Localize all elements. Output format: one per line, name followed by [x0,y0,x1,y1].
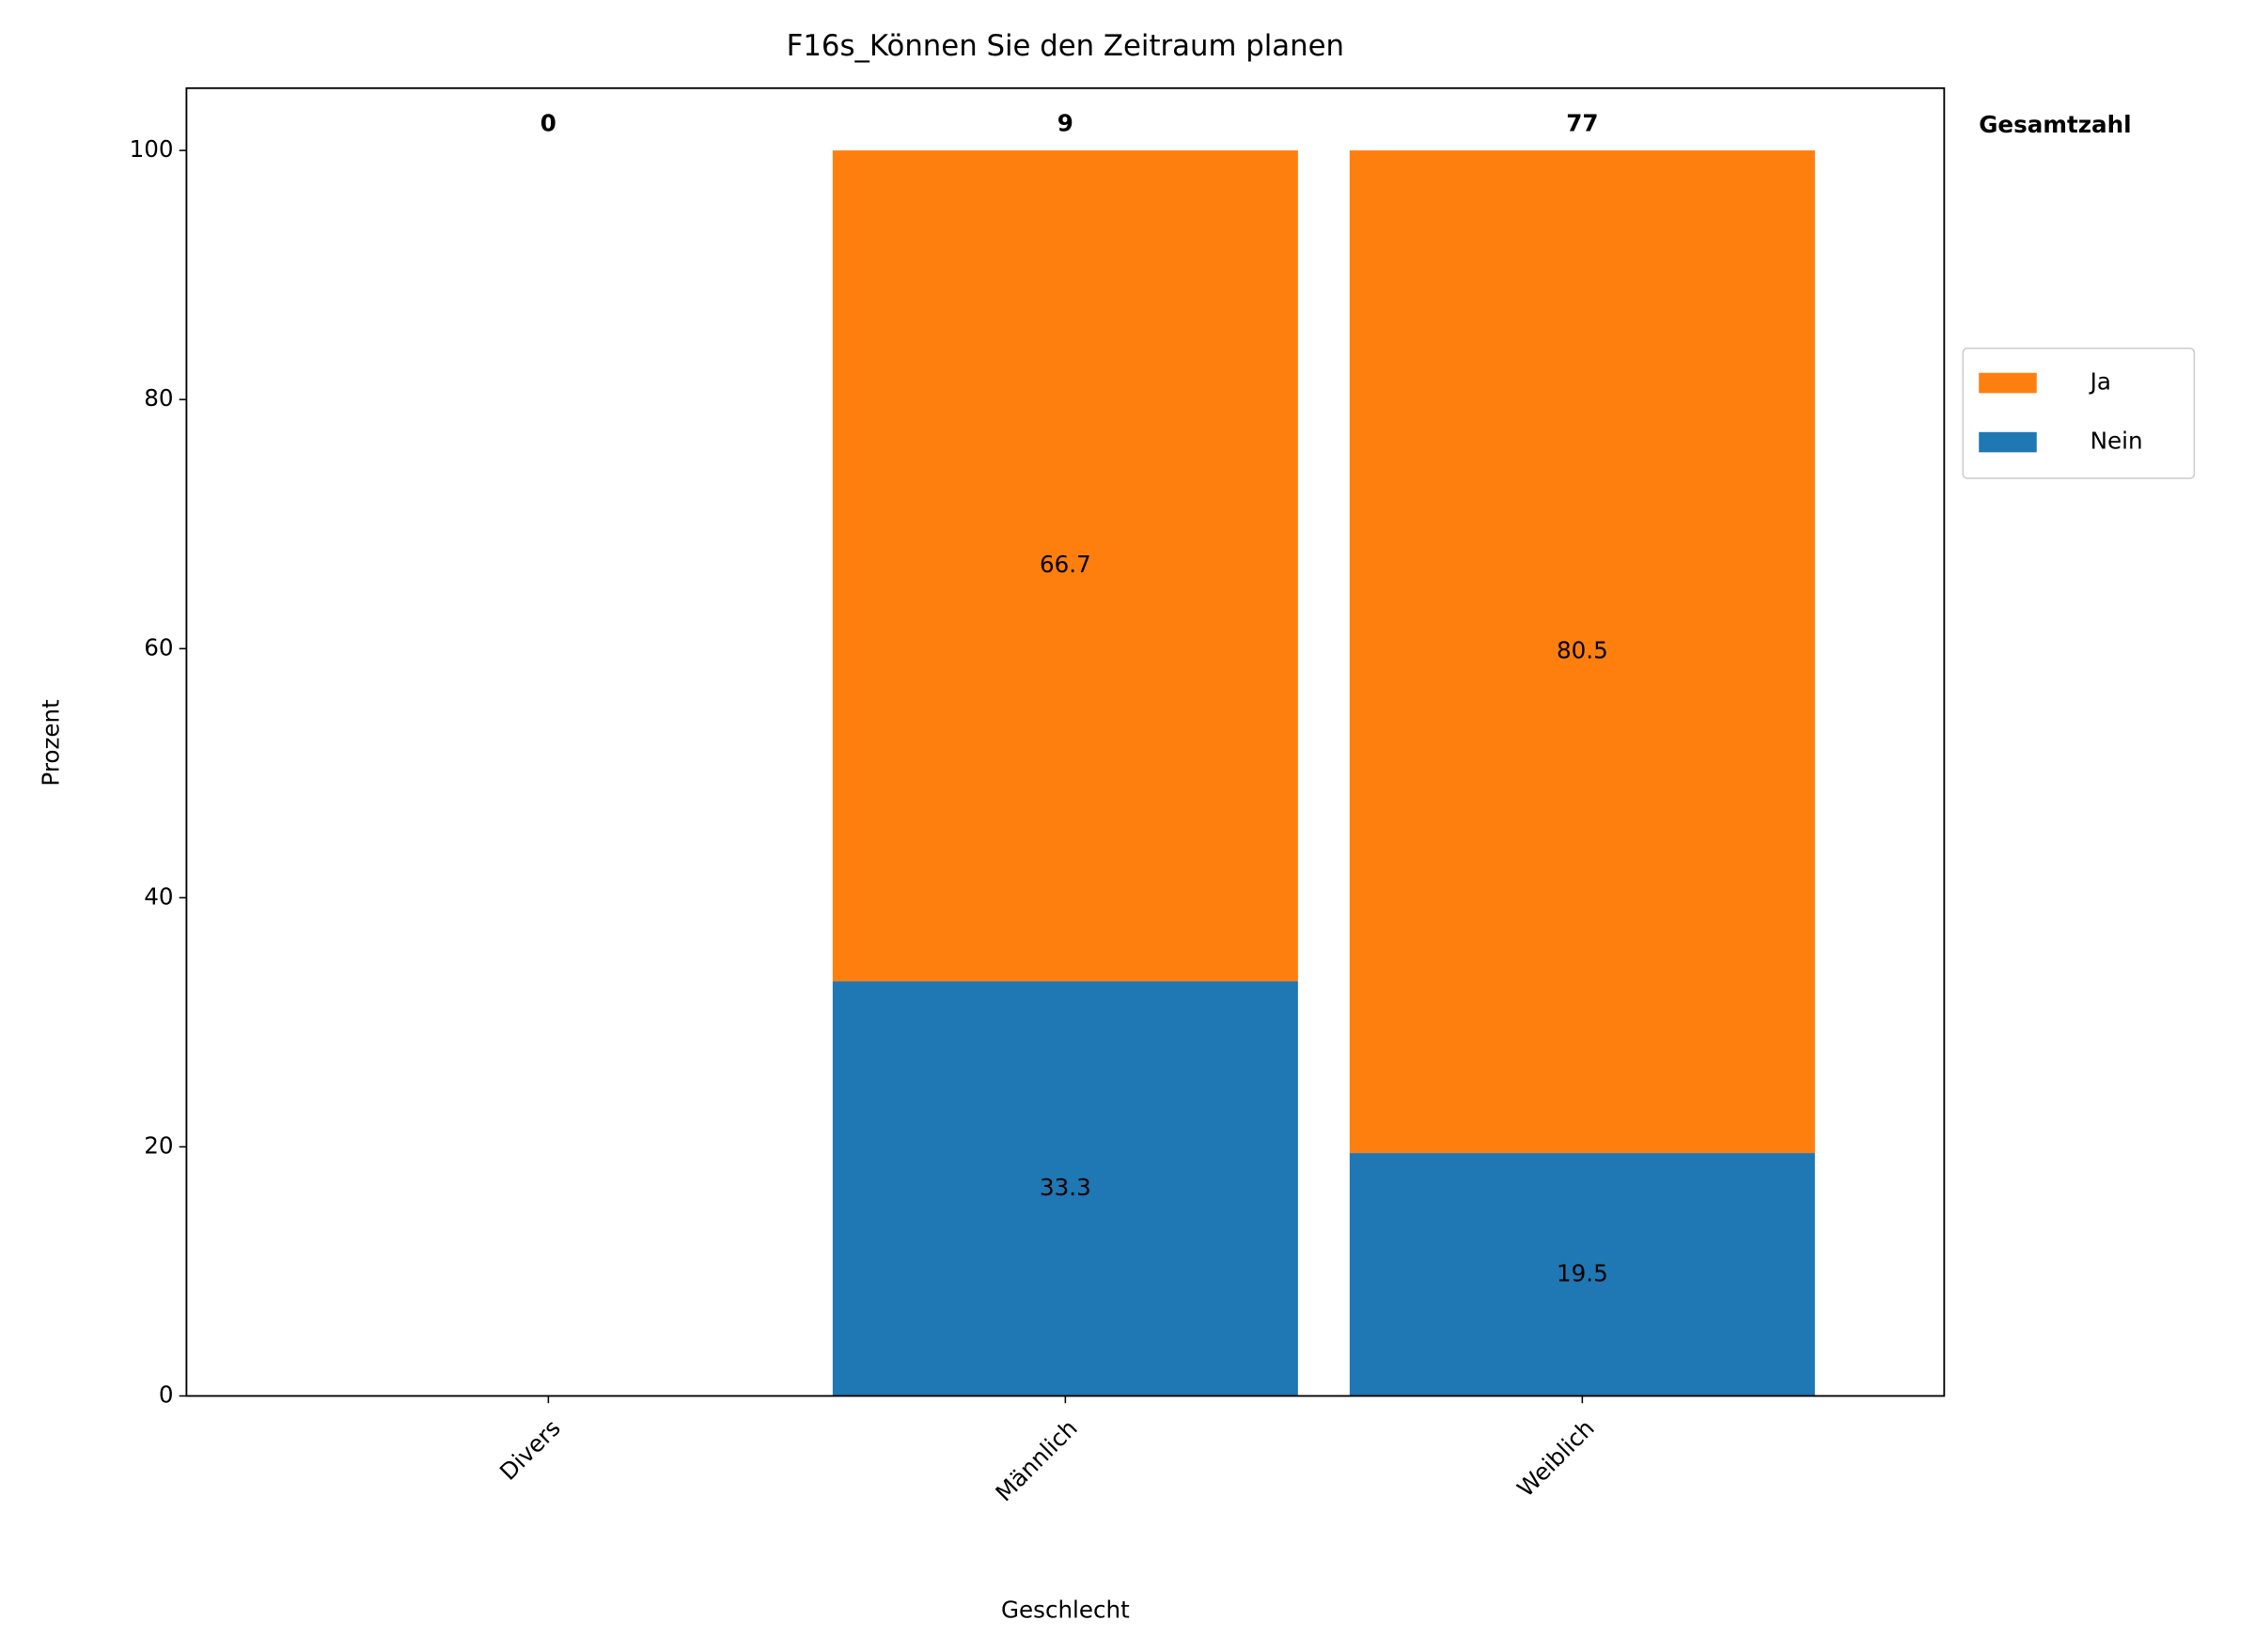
data-label: 19.5 [1557,1259,1608,1286]
y-tick-label: 40 [144,882,173,910]
y-axis-label: Prozent [37,699,64,787]
y-tick-label: 100 [130,135,174,163]
data-label: 33.3 [1040,1174,1091,1201]
total-label: 77 [1566,109,1598,136]
bar-segment [1349,150,1815,1154]
total-label: 9 [1057,109,1073,136]
y-tick-label: 60 [144,633,173,661]
data-label: 80.5 [1557,637,1608,664]
y-tick-label: 80 [144,384,173,412]
y-tick-label: 20 [144,1131,173,1159]
totals-heading: Gesamtzahl [1979,111,2131,138]
y-tick-label: 0 [159,1381,174,1409]
data-label: 66.7 [1040,551,1091,578]
chart-title: F16s_Können Sie den Zeitraum planen [787,29,1344,63]
legend-swatch [1979,372,2037,394]
bar-segment [832,981,1298,1396]
x-axis-label: Geschlecht [1001,1597,1130,1624]
legend-box [1962,347,2196,479]
legend-swatch [1979,431,2037,453]
total-label: 0 [540,109,556,136]
bar-segment [1349,1153,1815,1396]
bar-segment [832,150,1298,982]
plot-frame [185,86,1946,1397]
legend-label: Nein [2091,428,2143,455]
legend-label: Ja [2089,368,2111,396]
